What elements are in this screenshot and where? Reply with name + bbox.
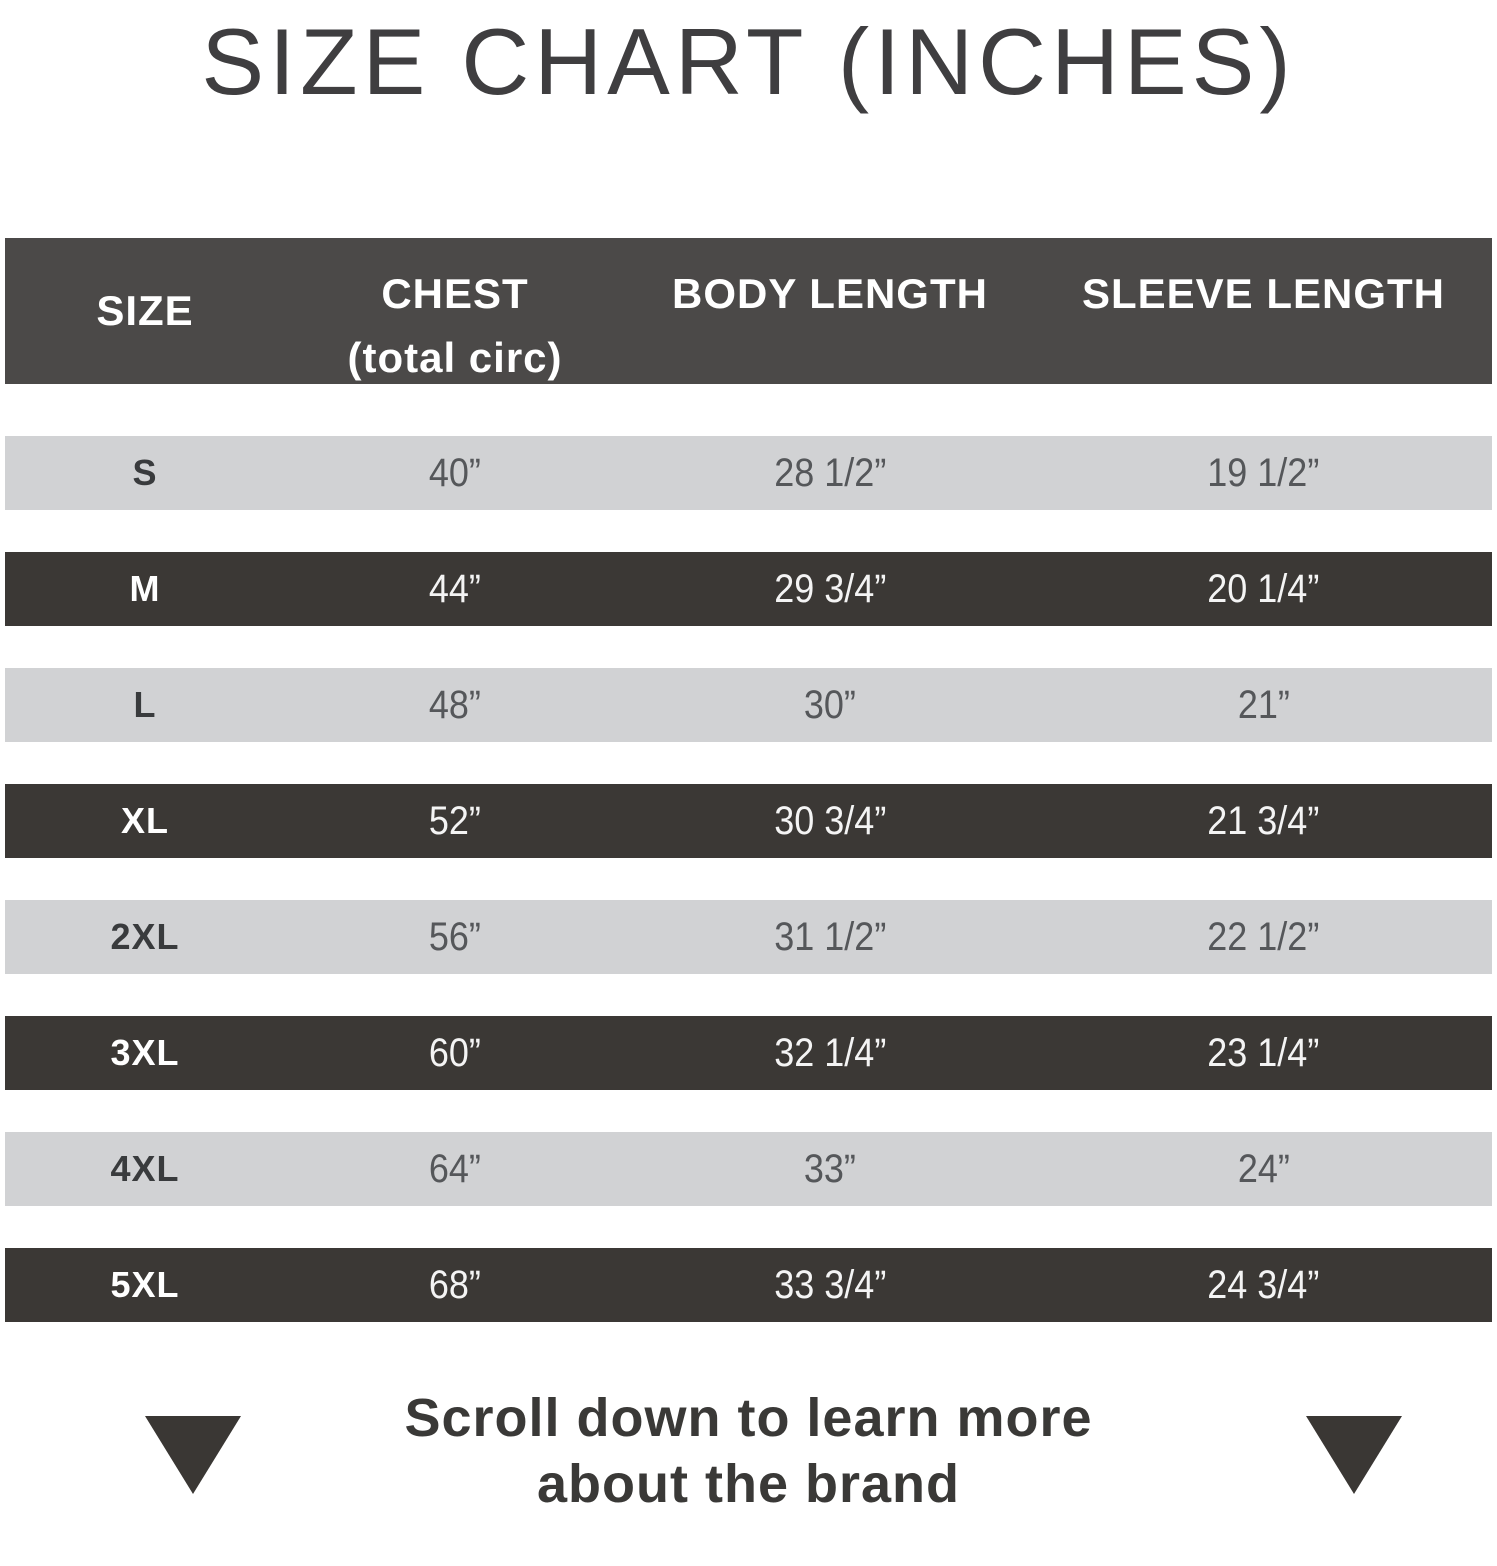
sleeve-length-value-cell: 21 3/4” [1035, 799, 1492, 844]
header-chest-subtitle: (total circ) [347, 334, 563, 381]
sleeve-length-value-cell: 20 1/4” [1035, 567, 1492, 612]
header-cell-sleeve-length: SLEEVE LENGTH [1035, 238, 1492, 384]
body-length-value: 31 1/2” [773, 914, 887, 959]
table-row-m: M 44” 29 3/4” 20 1/4” [5, 552, 1492, 626]
chest-value: 64” [428, 1146, 482, 1191]
down-triangle-left-icon [145, 1416, 241, 1494]
header-chest-label: CHEST [381, 270, 529, 317]
body-length-value: 29 3/4” [773, 566, 887, 611]
size-label: 3XL [110, 1032, 180, 1073]
chest-value: 52” [428, 798, 482, 843]
chest-value-cell: 60” [285, 1031, 625, 1076]
table-row-3xl: 3XL 60” 32 1/4” 23 1/4” [5, 1016, 1492, 1090]
body-length-value-cell: 32 1/4” [625, 1031, 1035, 1076]
down-triangle-right-icon [1306, 1416, 1402, 1494]
sleeve-length-value-cell: 21” [1035, 683, 1492, 728]
body-length-value: 33” [803, 1146, 857, 1191]
header-sleeve-length-label: SLEEVE LENGTH [1081, 270, 1446, 317]
size-label: S [132, 452, 158, 493]
size-cell: 2XL [5, 916, 285, 958]
size-table: SIZE CHEST (total circ) BODY LENGTH SLEE… [5, 238, 1492, 1322]
sleeve-length-value: 20 1/4” [1207, 566, 1320, 611]
size-label: 5XL [110, 1264, 180, 1305]
table-row-5xl: 5XL 68” 33 3/4” 24 3/4” [5, 1248, 1492, 1322]
body-length-value-cell: 30 3/4” [625, 799, 1035, 844]
size-cell: 5XL [5, 1264, 285, 1306]
header-size-label: SIZE [96, 287, 194, 334]
table-row-l: L 48” 30” 21” [5, 668, 1492, 742]
body-length-value: 30” [803, 682, 857, 727]
scroll-hint-text: Scroll down to learn more about the bran… [0, 1386, 1497, 1518]
sleeve-length-value-cell: 19 1/2” [1035, 451, 1492, 496]
chest-value: 56” [428, 914, 482, 959]
body-length-value: 28 1/2” [773, 450, 887, 495]
chest-value: 44” [428, 566, 482, 611]
body-length-value-cell: 33” [625, 1147, 1035, 1192]
body-length-value-cell: 33 3/4” [625, 1263, 1035, 1308]
size-cell: XL [5, 800, 285, 842]
body-length-value-cell: 28 1/2” [625, 451, 1035, 496]
size-label: 4XL [110, 1148, 180, 1189]
body-length-value: 30 3/4” [773, 798, 887, 843]
size-cell: L [5, 684, 285, 726]
table-header-row: SIZE CHEST (total circ) BODY LENGTH SLEE… [5, 238, 1492, 384]
chest-value-cell: 40” [285, 451, 625, 496]
header-cell-chest: CHEST (total circ) [285, 238, 625, 384]
sleeve-length-value-cell: 24 3/4” [1035, 1263, 1492, 1308]
body-length-value-cell: 29 3/4” [625, 567, 1035, 612]
header-cell-size: SIZE [5, 238, 285, 384]
size-cell: M [5, 568, 285, 610]
sleeve-length-value: 21 3/4” [1207, 798, 1320, 843]
table-row-s: S 40” 28 1/2” 19 1/2” [5, 436, 1492, 510]
sleeve-length-value: 19 1/2” [1207, 450, 1320, 495]
sleeve-length-value-cell: 23 1/4” [1035, 1031, 1492, 1076]
table-row-xl: XL 52” 30 3/4” 21 3/4” [5, 784, 1492, 858]
chest-value: 60” [428, 1030, 482, 1075]
chest-value-cell: 56” [285, 915, 625, 960]
header-cell-body-length: BODY LENGTH [625, 238, 1035, 384]
page-title: SIZE CHART (INCHES) [201, 9, 1296, 114]
chest-value: 40” [428, 450, 482, 495]
footer: Scroll down to learn more about the bran… [0, 1386, 1497, 1566]
body-length-value-cell: 31 1/2” [625, 915, 1035, 960]
body-length-value: 33 3/4” [773, 1262, 887, 1307]
scroll-hint-line1: Scroll down to learn more [404, 1388, 1093, 1448]
sleeve-length-value-cell: 22 1/2” [1035, 915, 1492, 960]
sleeve-length-value: 21” [1237, 682, 1290, 727]
size-cell: S [5, 452, 285, 494]
table-row-2xl: 2XL 56” 31 1/2” 22 1/2” [5, 900, 1492, 974]
sleeve-length-value: 24 3/4” [1207, 1262, 1320, 1307]
size-label: 2XL [110, 916, 180, 957]
size-cell: 3XL [5, 1032, 285, 1074]
chest-value: 68” [428, 1262, 482, 1307]
body-length-value: 32 1/4” [773, 1030, 887, 1075]
sleeve-length-value: 23 1/4” [1207, 1030, 1320, 1075]
sleeve-length-value: 24” [1237, 1146, 1290, 1191]
body-length-value-cell: 30” [625, 683, 1035, 728]
chest-value-cell: 64” [285, 1147, 625, 1192]
sleeve-length-value: 22 1/2” [1207, 914, 1320, 959]
size-label: L [133, 684, 157, 725]
size-cell: 4XL [5, 1148, 285, 1190]
chest-value-cell: 68” [285, 1263, 625, 1308]
table-row-4xl: 4XL 64” 33” 24” [5, 1132, 1492, 1206]
chest-value: 48” [428, 682, 482, 727]
chest-value-cell: 52” [285, 799, 625, 844]
size-label: M [129, 568, 161, 609]
header-body-length-label: BODY LENGTH [672, 270, 988, 317]
size-label: XL [120, 800, 169, 841]
chest-value-cell: 48” [285, 683, 625, 728]
chest-value-cell: 44” [285, 567, 625, 612]
sleeve-length-value-cell: 24” [1035, 1147, 1492, 1192]
